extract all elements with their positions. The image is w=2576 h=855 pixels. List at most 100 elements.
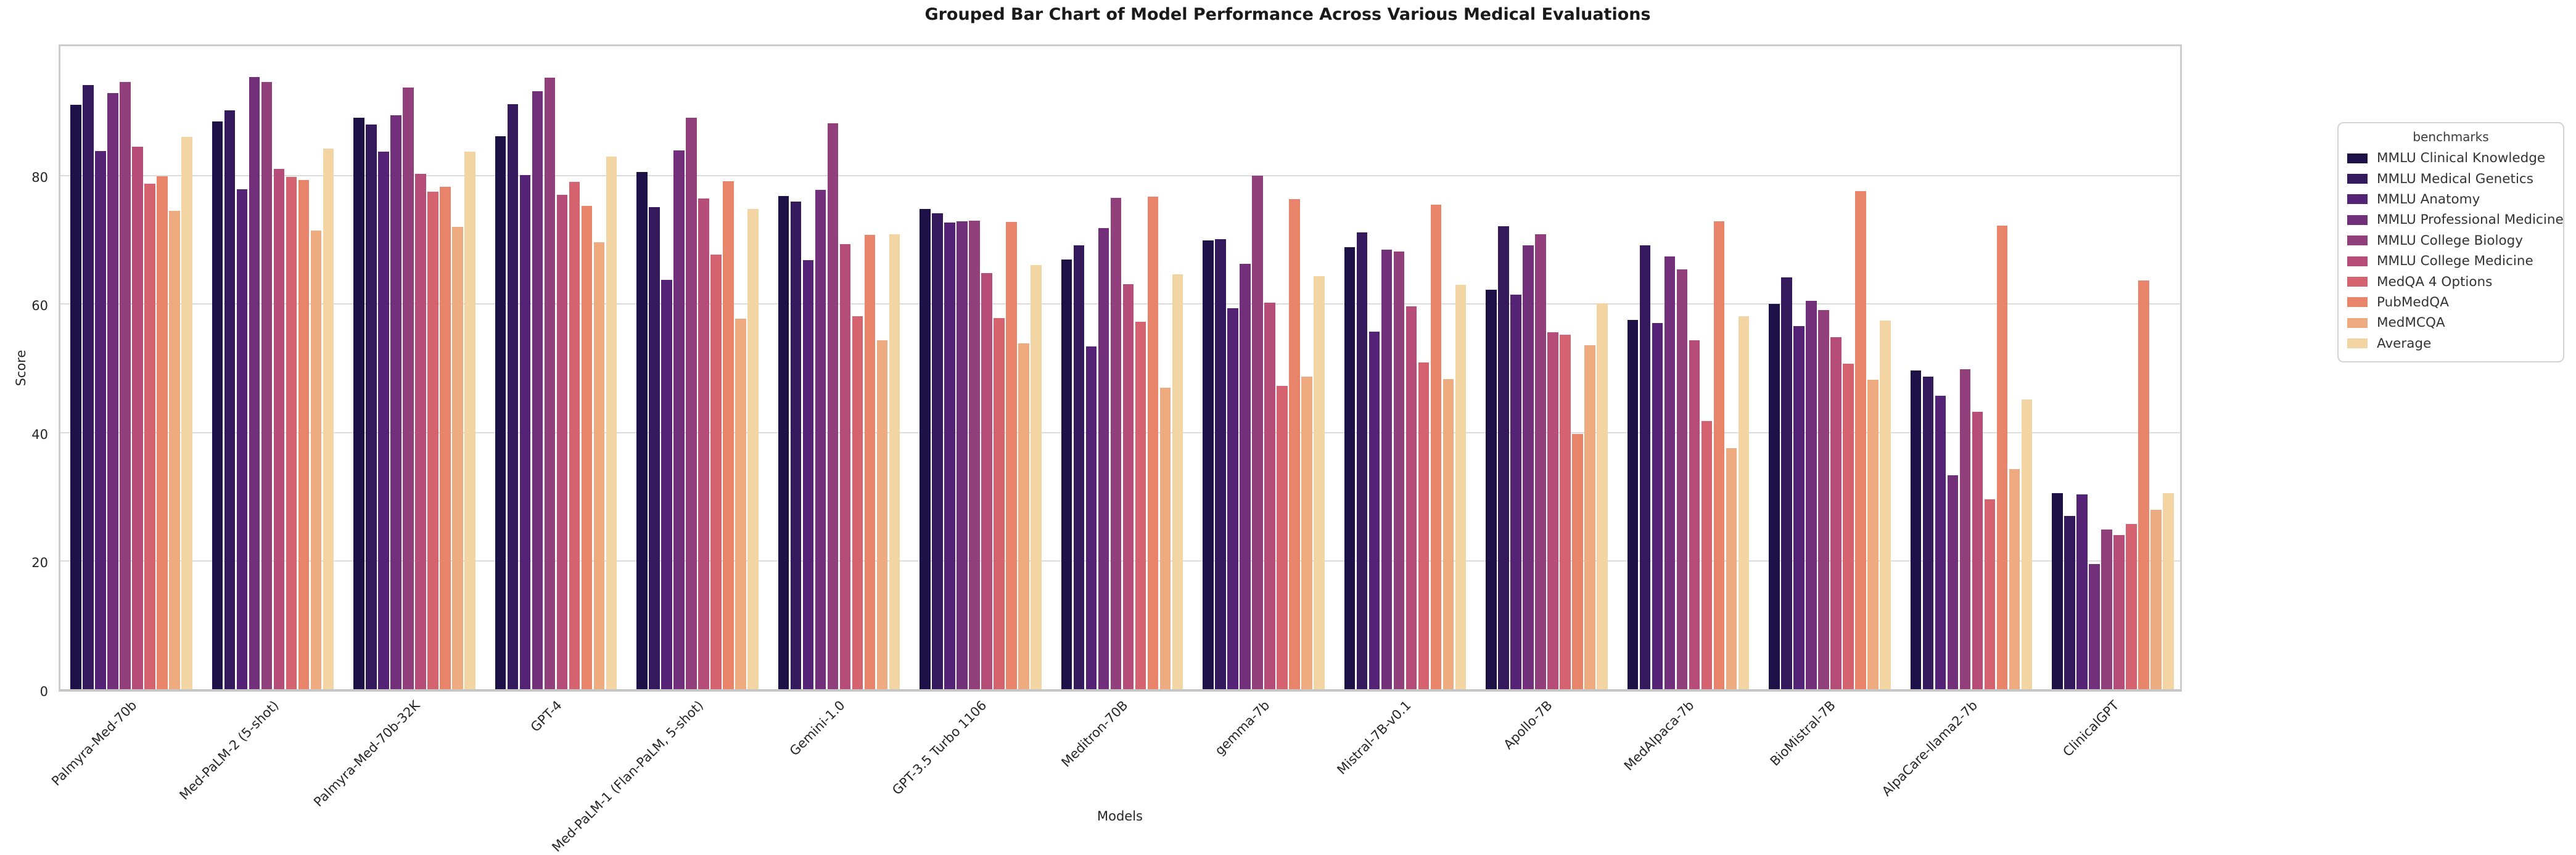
- bar: [1996, 226, 2008, 689]
- bar: [1880, 321, 1891, 689]
- bar: [1368, 332, 1380, 689]
- bar: [273, 169, 285, 689]
- bar: [2089, 563, 2100, 689]
- bar: [1381, 249, 1393, 689]
- bar-group: [1901, 46, 2043, 689]
- bar: [83, 84, 94, 689]
- bar: [2150, 510, 2162, 689]
- bar: [1252, 175, 1263, 689]
- bar-group: [1476, 46, 1618, 689]
- bar: [2021, 399, 2033, 689]
- bar-group: [768, 46, 910, 689]
- legend-item: MMLU College Medicine: [2347, 251, 2554, 271]
- grouped-bar-chart: Grouped Bar Chart of Model Performance A…: [14, 5, 2564, 855]
- bar: [1781, 277, 1792, 689]
- bar: [710, 254, 722, 689]
- bar: [1289, 199, 1300, 689]
- bar: [1867, 380, 1879, 689]
- legend-label: PubMedQA: [2377, 294, 2449, 310]
- legend-label: MMLU Anatomy: [2377, 191, 2480, 207]
- bar: [1393, 251, 1405, 689]
- bar: [839, 244, 851, 689]
- bar: [1486, 290, 1497, 689]
- y-axis-label: Score: [14, 350, 28, 387]
- legend-item: MMLU College Biology: [2347, 231, 2554, 251]
- bar: [120, 82, 131, 689]
- bar: [1689, 340, 1700, 689]
- x-tick-label: GPT-3.5 Turbo 1106: [889, 698, 989, 798]
- bar: [323, 148, 334, 689]
- bar: [366, 125, 377, 689]
- bar-group: [344, 46, 485, 689]
- bar: [2113, 534, 2125, 689]
- bar: [1947, 475, 1959, 689]
- bar: [519, 174, 531, 689]
- bar: [1972, 412, 1983, 689]
- bar: [636, 172, 648, 689]
- x-tick-label: Med-PaLM-1 (Flan-PaLM, 5-shot): [549, 698, 706, 855]
- x-tick-label: Mistral-7B-v0.1: [1334, 698, 1414, 778]
- x-tick-label: Palmyra-Med-70b: [49, 698, 140, 789]
- legend-swatch: [2347, 215, 2368, 225]
- bar-group: [1193, 46, 1335, 689]
- bar-group: [910, 46, 1051, 689]
- bar: [661, 279, 672, 689]
- bar: [1639, 245, 1651, 689]
- bar: [495, 136, 506, 689]
- bar: [1560, 335, 1571, 689]
- bar: [981, 273, 992, 689]
- bar: [1227, 308, 1238, 689]
- bar: [1769, 304, 1780, 689]
- bar: [2076, 494, 2088, 689]
- bar: [353, 117, 364, 689]
- bar: [1855, 190, 1866, 689]
- bar: [1203, 240, 1214, 689]
- bar: [1818, 309, 1829, 689]
- bar: [698, 198, 709, 689]
- bar: [452, 227, 463, 689]
- bar: [1498, 226, 1509, 689]
- bar: [802, 260, 814, 689]
- bar: [132, 146, 143, 689]
- bar: [1356, 232, 1368, 689]
- bar-group: [1759, 46, 1901, 689]
- bar: [1652, 322, 1663, 689]
- bar: [169, 211, 180, 689]
- legend-swatch: [2347, 297, 2368, 308]
- bar-group: [485, 46, 627, 689]
- bar: [1910, 370, 1922, 689]
- legend-item: MMLU Clinical Knowledge: [2347, 148, 2554, 168]
- bar-group: [202, 46, 344, 689]
- bar: [236, 189, 248, 689]
- bar: [969, 220, 980, 689]
- x-tick-label: AlpaCare-llama2-7b: [1879, 698, 1980, 800]
- bar: [747, 208, 759, 689]
- bar: [1301, 377, 1312, 689]
- bar: [144, 184, 155, 689]
- bar: [920, 208, 931, 689]
- bar: [1018, 343, 1029, 689]
- bar: [2064, 516, 2075, 689]
- bar: [1240, 263, 1251, 689]
- bar: [686, 117, 697, 689]
- legend-item: MMLU Medical Genetics: [2347, 168, 2554, 189]
- bar: [1843, 364, 1854, 689]
- bar: [1572, 433, 1583, 689]
- bar-group: [1335, 46, 1476, 689]
- bar: [815, 189, 826, 689]
- legend-item: Average: [2347, 333, 2554, 354]
- bar: [1405, 306, 1417, 689]
- legend-swatch: [2347, 174, 2368, 184]
- bar: [95, 151, 106, 689]
- bar: [2126, 523, 2137, 689]
- bar: [212, 121, 223, 689]
- bar: [889, 234, 900, 689]
- bar: [957, 221, 968, 689]
- legend-item: MedQA 4 Options: [2347, 271, 2554, 292]
- legend-swatch: [2347, 194, 2368, 205]
- bar-group: [1051, 46, 1193, 689]
- bar: [310, 231, 322, 689]
- legend-label: MMLU Professional Medicine: [2377, 212, 2564, 228]
- bar: [544, 78, 556, 689]
- bar: [1122, 284, 1134, 689]
